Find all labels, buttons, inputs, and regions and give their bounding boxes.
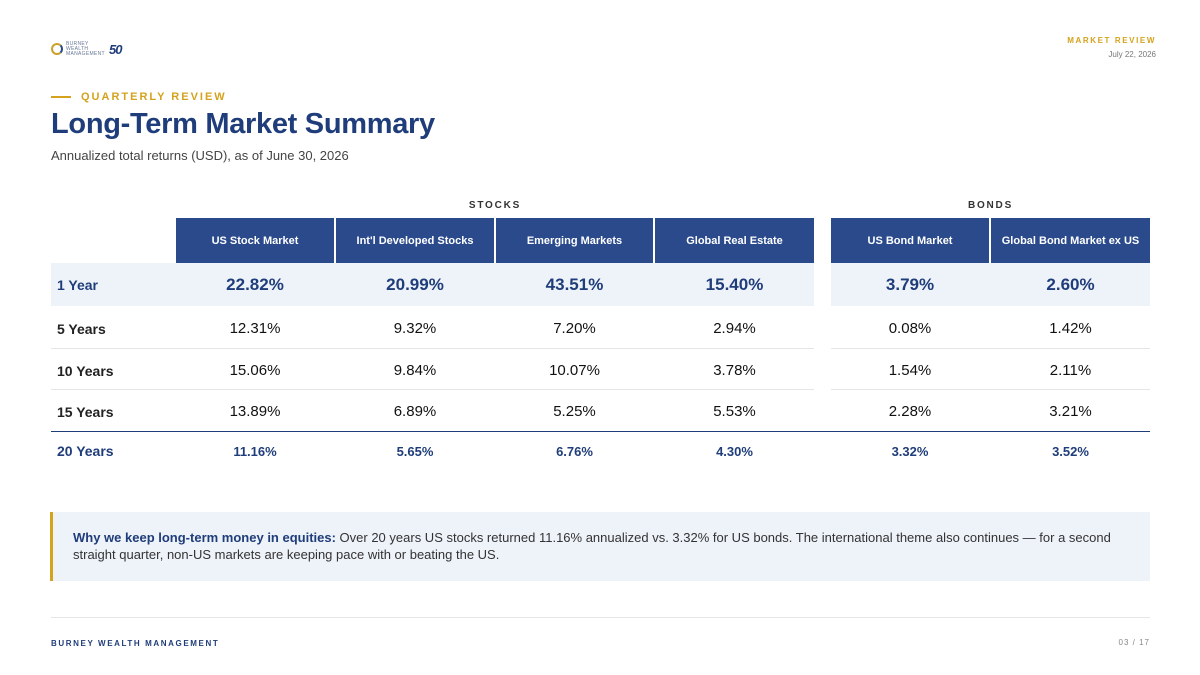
table-cell: 9.32% (393, 320, 437, 337)
header-meta: MARKET REVIEW July 22, 2026 (1067, 36, 1156, 59)
table-cell: 3.52% (1052, 444, 1089, 459)
column-header-us-bond: US Bond Market (831, 218, 989, 263)
table-row: 5 Years 12.31% 9.32% 7.20% 2.94% 0.08% 1… (51, 307, 1150, 348)
table-cell: 20.99% (386, 275, 444, 294)
row-divider (831, 389, 1150, 390)
table-cell: 9.84% (393, 362, 437, 379)
report-date: July 22, 2026 (1108, 50, 1156, 59)
table-row: 20 Years 11.16% 5.65% 6.76% 4.30% 3.32% … (51, 432, 1150, 470)
row-divider (51, 348, 814, 349)
page-title: Long-Term Market Summary (51, 108, 435, 140)
column-header-us-stock: US Stock Market (176, 218, 334, 263)
table-cell: 3.78% (713, 362, 756, 379)
table-cell: 0.08% (888, 320, 932, 337)
table-cell: 2.28% (888, 403, 932, 420)
page-number: 03 / 17 (1118, 638, 1150, 647)
row-label: 10 Years (57, 363, 114, 379)
table-row: 1 Year 22.82% 20.99% 43.51% 15.40% 3.79%… (51, 263, 1150, 306)
table-cell: 10.07% (549, 362, 600, 379)
table-cell: 6.76% (556, 444, 593, 459)
row-highlight-stocks (51, 263, 814, 306)
section-tag: MARKET REVIEW (1067, 36, 1156, 45)
footer-rule (51, 617, 1150, 618)
row-label: 1 Year (57, 277, 99, 293)
eyebrow-text: QUARTERLY REVIEW (81, 91, 227, 103)
row-label: 15 Years (57, 404, 114, 420)
column-header-emerging: Emerging Markets (496, 218, 653, 263)
group-label-bonds: BONDS (967, 200, 1014, 211)
table-cell: 7.20% (553, 320, 596, 337)
footer-company: BURNEY WEALTH MANAGEMENT (51, 639, 220, 648)
page-subtitle: Annualized total returns (USD), as of Ju… (51, 148, 349, 163)
summary-divider (51, 431, 1150, 432)
eyebrow-rule (51, 96, 71, 98)
table-cell: 15.06% (229, 362, 281, 379)
table-cell: 2.60% (1046, 275, 1095, 294)
table-row: 15 Years 13.89% 6.89% 5.25% 5.53% 2.28% … (51, 390, 1150, 431)
row-label: 5 Years (57, 321, 106, 337)
callout-body: Over 20 years US stocks returned 11.16% … (73, 530, 1111, 562)
company-logo: BURNEY WEALTH MANAGEMENT 50 (51, 39, 123, 59)
table-cell: 22.82% (226, 275, 284, 294)
column-header-intl-developed: Int'l Developed Stocks (336, 218, 494, 263)
table-cell: 3.79% (885, 275, 935, 294)
logo-wordmark: BURNEY WEALTH MANAGEMENT (66, 40, 105, 57)
row-divider (51, 389, 814, 390)
table-cell: 13.89% (229, 403, 281, 420)
anniversary-badge: 50 (109, 41, 123, 57)
table-cell: 1.54% (888, 362, 932, 379)
callout-lead: Why we keep long-term money in equities: (73, 530, 336, 545)
table-cell: 2.11% (1049, 362, 1092, 379)
row-label: 20 Years (57, 443, 114, 459)
table-cell: 5.25% (553, 403, 596, 420)
table-cell: 3.21% (1049, 403, 1092, 420)
table-row: 10 Years 15.06% 9.84% 10.07% 3.78% 1.54%… (51, 349, 1150, 389)
table-cell: 15.40% (705, 275, 764, 294)
table-cell: 1.42% (1049, 320, 1092, 337)
table-cell: 12.31% (229, 320, 281, 337)
eyebrow: QUARTERLY REVIEW (51, 91, 227, 103)
table-cell: 11.16% (233, 444, 277, 459)
table-cell: 5.53% (713, 403, 756, 420)
column-header-real-estate: Global Real Estate (655, 218, 814, 263)
column-header-global-bond: Global Bond Market ex US (991, 218, 1150, 263)
table-cell: 2.94% (713, 320, 756, 337)
logo-circle-icon (51, 43, 63, 55)
table-cell: 3.32% (891, 444, 929, 459)
group-label-stocks: STOCKS (468, 200, 522, 211)
table-cell: 5.65% (396, 444, 434, 459)
row-divider (831, 348, 1150, 349)
table-cell: 4.30% (716, 444, 753, 459)
table-cell: 6.89% (393, 403, 437, 420)
row-highlight-bonds (831, 263, 1150, 306)
table-cell: 43.51% (545, 275, 604, 294)
insight-callout: Why we keep long-term money in equities:… (50, 512, 1150, 581)
